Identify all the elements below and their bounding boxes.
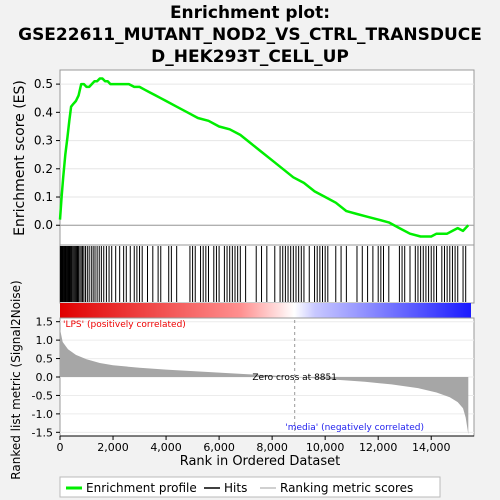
metric-y-tick-label: -0.5	[32, 389, 53, 402]
negative-correlation-label: 'media' (negatively correlated)	[285, 423, 424, 433]
x-axis-label: Rank in Ordered Dataset	[180, 454, 341, 469]
legend: Enrichment profile Hits Ranking metric s…	[59, 476, 441, 498]
x-tick-label: 8,000	[256, 441, 288, 454]
positive-correlation-label: 'LPS' (positively correlated)	[63, 320, 186, 330]
es-y-tick-label: 0.2	[34, 162, 53, 176]
es-y-tick-label: 0.5	[34, 77, 53, 91]
metric-y-tick-label: 0.0	[36, 371, 54, 384]
es-y-tick-label: 0.4	[34, 105, 53, 119]
metric-y-tick-label: 0.5	[36, 353, 54, 366]
metric-y-tick-label: -1.5	[32, 426, 53, 439]
metric-y-tick-label: 1.0	[36, 334, 54, 347]
title-line-2: GSE22611_MUTANT_NOD2_VS_CTRL_TRANSDUCE	[18, 25, 482, 45]
es-panel: 0.0 0.1 0.2 0.3 0.4 0.5 Enrichment score (ES)	[12, 69, 475, 246]
ranking-metric-area	[60, 329, 469, 435]
metric-y-tick-label: -1.0	[32, 408, 53, 421]
metric-y-label: Ranked list metric (Signal2Noise)	[9, 280, 23, 479]
es-y-label: Enrichment score (ES)	[12, 80, 28, 236]
metric-y-tick-label: 1.5	[36, 316, 54, 329]
es-y-tick-label: 0.3	[34, 134, 53, 148]
rank-color-bar	[60, 303, 471, 318]
legend-box	[59, 476, 441, 498]
legend-label-metric: Ranking metric scores	[280, 481, 413, 495]
x-tick-label: 14,000	[412, 441, 451, 454]
x-tick-label: 2,000	[97, 441, 129, 454]
x-tick-label: 10,000	[306, 441, 345, 454]
x-tick-label: 12,000	[359, 441, 398, 454]
hits-panel	[59, 244, 475, 318]
es-y-tick-label: 0.0	[34, 218, 53, 232]
x-axis: 0 2,000 4,000 6,000 8,000 10,000 12,000 14,000	[57, 435, 474, 454]
enrichment-profile-line	[58, 77, 470, 238]
zero-cross-label: Zero cross at 8851	[252, 373, 337, 383]
metric-panel: -1.5 -1.0 -0.5 0.0 0.5 1.0 1.5 Zero cross at 8…	[9, 280, 475, 480]
es-y-tick-label: 0.1	[34, 190, 53, 204]
x-tick-label: 6,000	[203, 441, 235, 454]
title-line-1: Enrichment plot:	[170, 3, 330, 23]
x-tick-label: 4,000	[150, 441, 182, 454]
legend-label-hits: Hits	[224, 481, 247, 495]
x-tick-label: 0	[57, 441, 64, 454]
legend-label-enrichment: Enrichment profile	[86, 481, 197, 495]
title-line-3: D_HEK293T_CELL_UP	[151, 47, 349, 67]
